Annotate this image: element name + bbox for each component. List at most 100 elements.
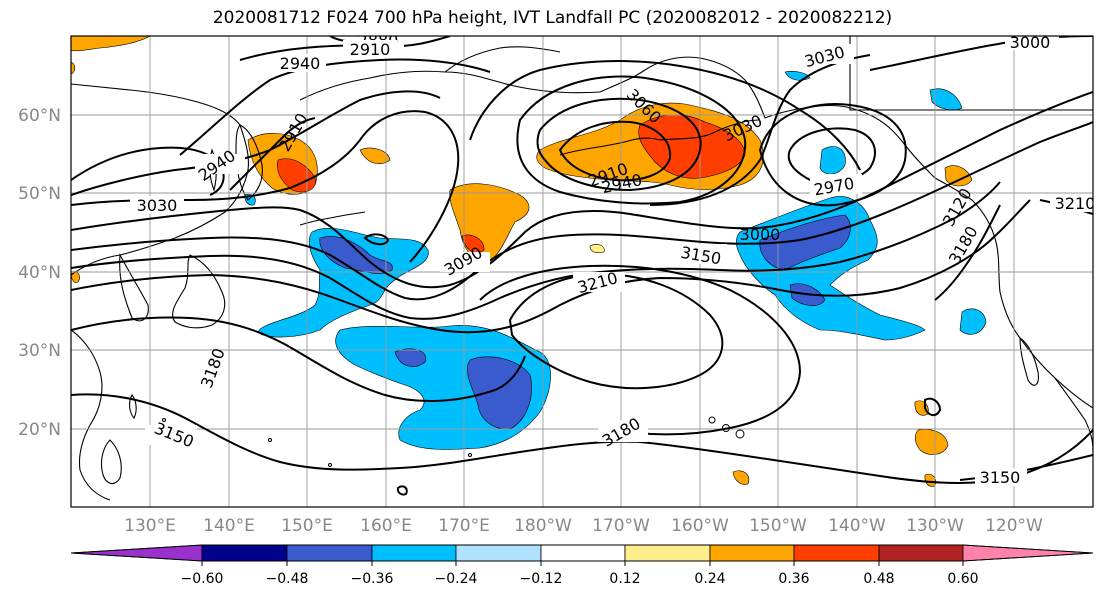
lon-label-120w: 120°W xyxy=(985,516,1043,536)
lon-label-140w: 140°W xyxy=(828,516,886,536)
lon-label-160w: 160°W xyxy=(671,516,729,536)
colorbar-tick-label: 0.24 xyxy=(694,571,725,587)
contour-small-loop-2 xyxy=(396,485,408,496)
contour-label: 3030 xyxy=(137,196,178,215)
colorbar-tick-label: 0.36 xyxy=(778,571,809,587)
coast-aleutians-west xyxy=(299,211,366,226)
colorbar-tick-label: 0.12 xyxy=(609,571,640,587)
lon-label-160e: 160°E xyxy=(360,516,412,536)
lon-label-130w: 130°W xyxy=(906,516,964,536)
colorbar-segment xyxy=(793,544,880,562)
colorbar-segment xyxy=(962,544,1094,562)
colorbar-tick-label: −0.36 xyxy=(351,571,394,587)
contour-small-loop-1 xyxy=(363,233,390,246)
colorbar-tick-label: −0.12 xyxy=(520,571,563,587)
ivt-red-kuril xyxy=(277,158,316,193)
lon-label-150w: 150°W xyxy=(749,516,807,536)
lat-label-50n: 50°N xyxy=(18,184,61,204)
island-micronesia-1 xyxy=(268,438,272,442)
contour-2940-west xyxy=(71,146,225,196)
lat-label-30n: 30°N xyxy=(18,341,61,361)
ivt-blue-dark-central2 xyxy=(394,348,427,367)
ivt-blue-dark-northeast xyxy=(759,214,851,271)
contour-aleutian-2940 xyxy=(516,75,747,205)
contour-3000-gulf xyxy=(758,103,907,207)
contour-3180-southwest xyxy=(71,316,526,402)
contour-small-loop-3 xyxy=(924,397,942,416)
colorbar-segment xyxy=(540,544,626,562)
colorbar-segment xyxy=(709,544,795,562)
coast-japan xyxy=(172,254,226,329)
colorbar-tick-label: −0.60 xyxy=(181,571,224,587)
contour-3090 xyxy=(71,121,1093,301)
contour-label: 3150 xyxy=(980,468,1021,487)
lon-label-130e: 130°E xyxy=(124,516,176,536)
map-title: 2020081712 F024 700 hPa height, IVT Land… xyxy=(212,8,893,28)
contour-label: 2910 xyxy=(350,40,391,59)
lat-label-40n: 40°N xyxy=(18,263,61,283)
coast-korea xyxy=(119,253,149,322)
contour-3030-west xyxy=(71,110,460,263)
coast-philippines xyxy=(100,439,122,485)
ivt-orange-small-dateline xyxy=(589,244,605,254)
colorbar-ticks xyxy=(201,561,964,566)
contour-gulf-low xyxy=(787,127,876,184)
island-hawaii-1 xyxy=(708,416,716,424)
contour-2970-central xyxy=(469,60,861,171)
colorbar-tick-label: 0.48 xyxy=(863,571,894,587)
contour-2910-kuril xyxy=(229,117,316,191)
lon-label-150e: 150°E xyxy=(281,516,333,536)
coast-mexico-mainland xyxy=(1054,377,1093,451)
colorbar-segment xyxy=(201,544,288,562)
contour-3030-north xyxy=(649,54,871,206)
ivt-blue-small-offshore xyxy=(959,308,987,335)
contour-3120 xyxy=(71,181,1001,320)
coast-baja xyxy=(1019,336,1039,386)
contour-3060 xyxy=(71,91,1093,289)
lon-label-170w: 170°W xyxy=(592,516,650,536)
colorbar-segment xyxy=(70,544,203,562)
lon-label-180w: 180°W xyxy=(514,516,572,536)
lon-label-140e: 140°E xyxy=(203,516,255,536)
lat-label-20n: 20°N xyxy=(18,420,61,440)
island-guam xyxy=(162,418,166,422)
longitude-labels: 130°E 140°E 150°E 160°E 170°E 180°W 170°… xyxy=(124,516,1043,536)
latitude-labels: 60°N 50°N 40°N 30°N 20°N xyxy=(18,106,61,440)
contour-label: 3000 xyxy=(1010,33,1051,52)
map-panel: 2880 2910 2940 2940 2910 2910 2940 2970 … xyxy=(71,33,1096,507)
island-micronesia-3 xyxy=(468,453,472,457)
ivt-orange-sea-of-okhotsk xyxy=(359,147,391,164)
lat-label-60n: 60°N xyxy=(18,106,61,126)
small-islands xyxy=(162,416,745,467)
colorbar-tick-labels: −0.60 −0.48 −0.36 −0.24 −0.12 0.12 0.24 … xyxy=(181,571,979,587)
colorbar-tick-label: −0.24 xyxy=(435,571,478,587)
coast-aleutians xyxy=(559,137,661,156)
colorbar-segment xyxy=(878,544,964,562)
coast-kamchatka xyxy=(235,124,263,201)
ivt-orange-top-left xyxy=(71,36,151,52)
coast-chukotka xyxy=(444,46,561,73)
contour-label: 2940 xyxy=(280,54,321,73)
coast-china-south xyxy=(71,329,111,501)
coast-asia-mainland xyxy=(71,83,249,276)
colorbar-segment xyxy=(286,544,373,562)
map-frame xyxy=(70,35,1094,508)
contour-label: 3210 xyxy=(1055,194,1096,213)
contour-3150 xyxy=(71,199,1031,334)
contour-2970-west xyxy=(71,90,441,196)
ivt-red-north-pacific xyxy=(461,234,485,253)
contour-aleutian-inner xyxy=(558,120,672,182)
colorbar xyxy=(70,544,1094,562)
lon-label-170e: 170°E xyxy=(438,516,490,536)
contour-3180-central xyxy=(479,264,802,436)
contour-aleutian-2910 xyxy=(536,97,702,192)
ivt-orange-hawaii-east xyxy=(914,429,949,455)
colorbar-segment xyxy=(624,544,711,562)
island-hawaii-3 xyxy=(735,429,745,439)
island-micronesia-2 xyxy=(328,463,332,467)
coast-alaska-peninsula xyxy=(659,119,761,141)
colorbar-segment xyxy=(371,544,457,562)
ivt-blue-small-bc xyxy=(929,88,963,111)
ivt-orange-small-mid xyxy=(732,470,750,485)
